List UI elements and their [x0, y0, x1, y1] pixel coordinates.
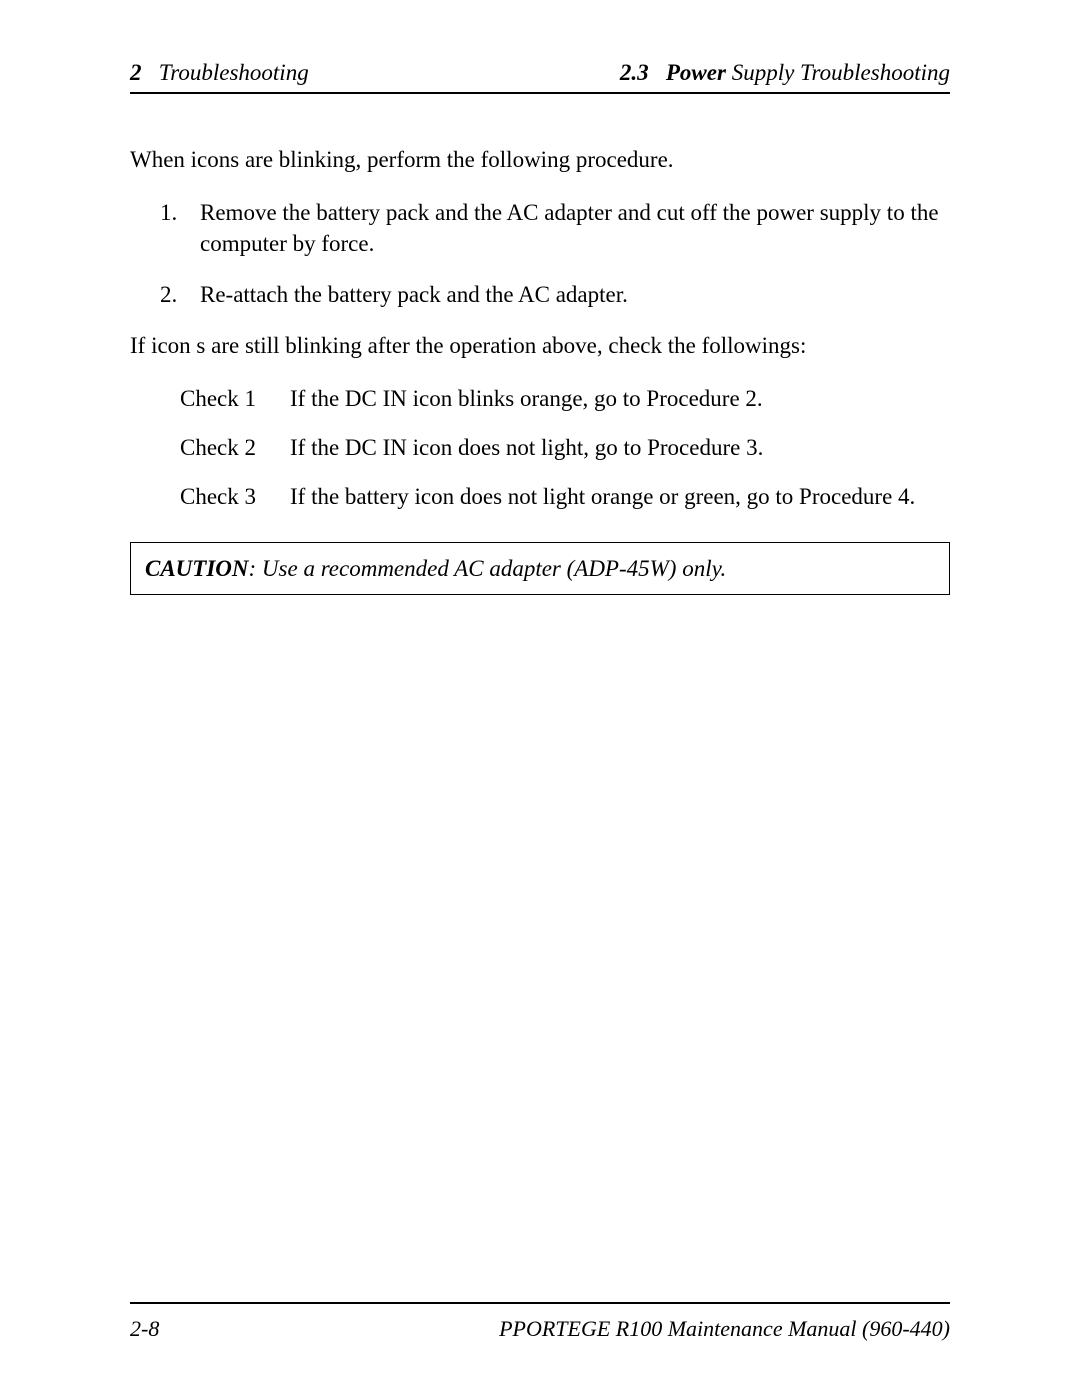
- header-section-bold: Power: [666, 60, 726, 85]
- check-label: Check 3: [180, 481, 290, 512]
- footer-manual-title: PPORTEGE R100 Maintenance Manual (960-44…: [499, 1316, 950, 1342]
- check-label: Check 1: [180, 383, 290, 414]
- step-text: Remove the battery pack and the AC adapt…: [200, 197, 950, 259]
- check-text: If the DC IN icon blinks orange, go to P…: [290, 383, 950, 414]
- check-item: Check 1 If the DC IN icon blinks orange,…: [180, 383, 950, 414]
- list-item: 2. Re-attach the battery pack and the AC…: [160, 279, 950, 310]
- procedure-list: 1. Remove the battery pack and the AC ad…: [160, 197, 950, 310]
- header-chapter-num: 2: [130, 60, 142, 85]
- header-chapter-title: Troubleshooting: [159, 60, 309, 85]
- caution-text: : Use a recommended AC adapter (ADP-45W)…: [249, 556, 727, 581]
- footer-page-number: 2-8: [130, 1316, 159, 1342]
- body-content: When icons are blinking, perform the fol…: [130, 144, 950, 595]
- header-chapter-spacer: [147, 60, 159, 85]
- page-footer: 2-8 PPORTEGE R100 Maintenance Manual (96…: [130, 1302, 950, 1342]
- step-text: Re-attach the battery pack and the AC ad…: [200, 279, 950, 310]
- check-list: Check 1 If the DC IN icon blinks orange,…: [180, 383, 950, 512]
- header-section-rest: Supply Troubleshooting: [732, 60, 950, 85]
- followup-paragraph: If icon s are still blinking after the o…: [130, 330, 950, 361]
- header-right: 2.3 Power Supply Troubleshooting: [620, 60, 950, 86]
- check-item: Check 2 If the DC IN icon does not light…: [180, 432, 950, 463]
- step-number: 2.: [160, 279, 200, 310]
- header-section-num: 2.3: [620, 60, 649, 85]
- intro-paragraph: When icons are blinking, perform the fol…: [130, 144, 950, 175]
- list-item: 1. Remove the battery pack and the AC ad…: [160, 197, 950, 259]
- caution-box: CAUTION: Use a recommended AC adapter (A…: [130, 542, 950, 595]
- caution-label: CAUTION: [145, 556, 249, 581]
- check-item: Check 3 If the battery icon does not lig…: [180, 481, 950, 512]
- header-section-spacer: [654, 60, 666, 85]
- check-label: Check 2: [180, 432, 290, 463]
- header-left: 2 Troubleshooting: [130, 60, 309, 86]
- page-header: 2 Troubleshooting 2.3 Power Supply Troub…: [130, 60, 950, 94]
- step-number: 1.: [160, 197, 200, 259]
- check-text: If the DC IN icon does not light, go to …: [290, 432, 950, 463]
- page-container: 2 Troubleshooting 2.3 Power Supply Troub…: [0, 0, 1080, 1397]
- check-text: If the battery icon does not light orang…: [290, 481, 950, 512]
